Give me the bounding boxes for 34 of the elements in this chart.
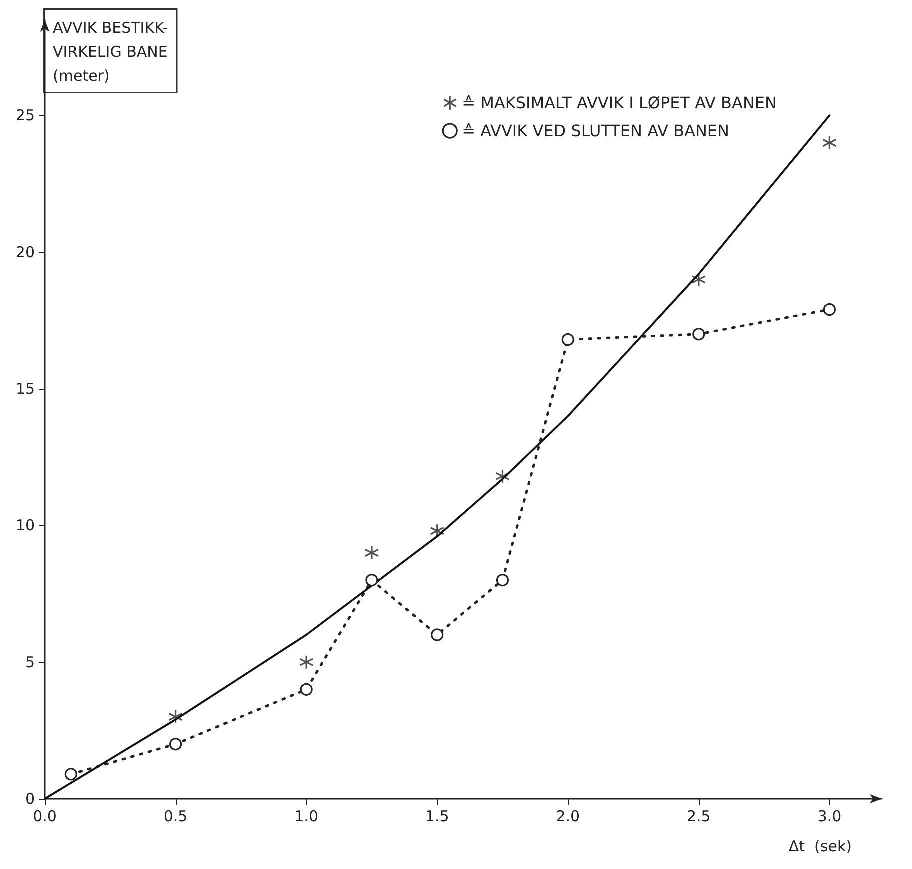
legend-label: ≙ AVVIK VED SLUTTEN AV BANEN xyxy=(462,122,730,140)
x-tick-label: 1.5 xyxy=(425,808,450,826)
point xyxy=(692,272,706,287)
point xyxy=(430,524,445,538)
point xyxy=(562,334,574,346)
x-tick-label: 0.0 xyxy=(33,808,57,826)
y-tick-label: 20 xyxy=(16,243,35,262)
x-tick-label: 1.0 xyxy=(294,808,318,826)
point xyxy=(823,303,836,316)
y-tick-label: 0 xyxy=(25,790,35,808)
y-axis-title: AVVIK BESTIKK- VIRKELIG BANE (meter) xyxy=(53,19,168,85)
y-tick-label: 15 xyxy=(16,380,35,398)
y-tick-label: 5 xyxy=(25,653,35,672)
point xyxy=(366,574,378,587)
y-tick-label: 25 xyxy=(16,106,35,125)
point xyxy=(168,710,184,724)
y-tick-label: 10 xyxy=(16,516,35,535)
line-series xyxy=(44,114,831,800)
point xyxy=(692,328,706,341)
point xyxy=(64,768,78,781)
x-tick-label: 3.0 xyxy=(818,808,842,826)
point xyxy=(299,655,314,670)
point xyxy=(822,136,837,150)
x-axis-title: Δt (sek) xyxy=(788,838,852,856)
legend-label: ≙ MAKSIMALT AVVIK I LØPET AV BANEN xyxy=(462,94,777,112)
point xyxy=(169,738,182,751)
point xyxy=(496,574,510,587)
x-tick-label: 2.0 xyxy=(556,808,580,826)
point xyxy=(495,469,510,484)
point xyxy=(300,683,313,696)
point xyxy=(431,628,444,642)
x-tick-label: 0.5 xyxy=(164,808,188,826)
point xyxy=(364,546,380,560)
x-tick-label: 2.5 xyxy=(686,808,711,826)
